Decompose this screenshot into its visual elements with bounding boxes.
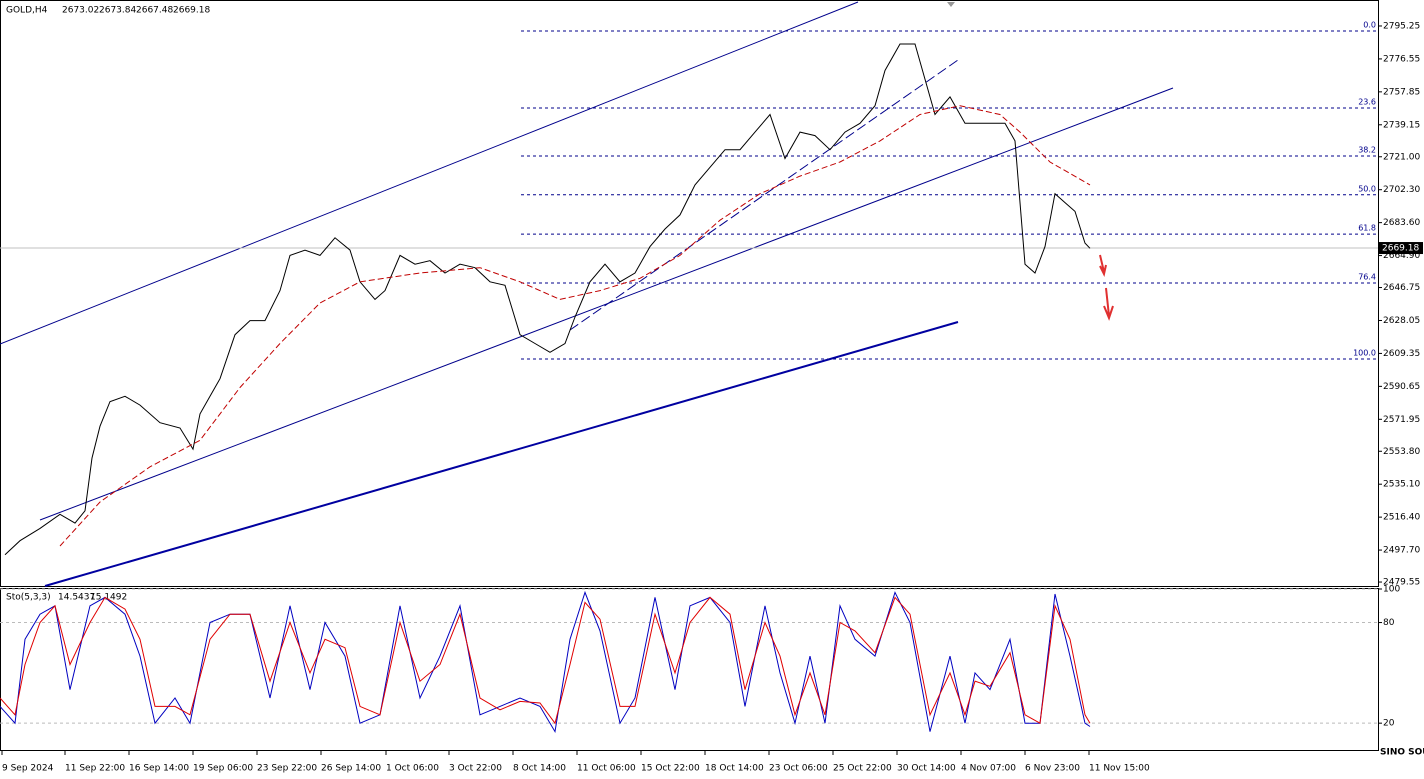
fib-label: 61.8	[1358, 224, 1376, 233]
x-tick-label: 11 Sep 22:00	[65, 764, 125, 774]
price-tag-label: 2669.18	[1382, 244, 1419, 254]
fib-label: 23.6	[1358, 97, 1376, 106]
x-tick-label: 11 Oct 06:00	[577, 764, 636, 774]
x-tick-label: 6 Nov 23:00	[1025, 764, 1080, 774]
y-tick-label: 100	[1383, 585, 1400, 595]
main-frame	[0, 0, 1379, 587]
symbol-title: GOLD,H4	[6, 6, 48, 16]
arrow	[1103, 287, 1114, 321]
series-line	[59, 105, 1091, 547]
marker	[947, 2, 955, 7]
x-tick-label: 25 Oct 22:00	[833, 764, 892, 774]
ohlc-value: 2673.02	[62, 6, 99, 16]
x-tick-label: 16 Sep 14:00	[129, 764, 189, 774]
series-line	[0, 596, 1091, 725]
y-tick-label: 20	[1383, 719, 1395, 729]
stoch-readout: 15.1492	[90, 593, 127, 603]
price-tag	[1379, 242, 1423, 255]
y-tick-label: 2702.30	[1383, 185, 1420, 195]
y-tick-label: 2497.70	[1383, 546, 1420, 556]
ohlc-value: 2669.18	[173, 6, 210, 16]
series-line	[4, 43, 1091, 556]
ohlc-value: 2673.84	[99, 6, 136, 16]
series-line	[0, 590, 1091, 734]
ohlc-value: 2667.48	[136, 6, 173, 16]
trend-line	[44, 321, 959, 587]
dashed-trend	[569, 59, 959, 331]
x-tick-label: 23 Oct 06:00	[769, 764, 828, 774]
fib-label: 38.2	[1358, 146, 1376, 155]
y-tick-label: 2609.35	[1383, 349, 1420, 359]
y-tick-label: 2571.95	[1383, 415, 1420, 425]
x-tick-label: 30 Oct 14:00	[897, 764, 956, 774]
stoch-title: Sto(5,3,3)	[6, 593, 51, 603]
arrow	[1099, 254, 1107, 277]
y-tick-label: 2590.65	[1383, 382, 1420, 392]
y-tick-label: 2479.55	[1383, 578, 1420, 588]
y-tick-label: 80	[1383, 618, 1395, 628]
fib-label: 50.0	[1358, 184, 1376, 193]
x-tick-label: 8 Oct 14:00	[513, 764, 566, 774]
x-tick-label: 26 Sep 14:00	[321, 764, 381, 774]
y-tick-label: 2664.90	[1383, 251, 1420, 261]
y-tick-label: 2776.55	[1383, 54, 1420, 64]
y-tick-label: 2553.80	[1383, 447, 1420, 457]
channel-line	[0, 1, 859, 345]
stoch-frame	[0, 588, 1379, 751]
y-tick-label: 2683.60	[1383, 218, 1420, 228]
y-tick-label: 2535.10	[1383, 480, 1420, 490]
x-tick-label: 1 Oct 06:00	[386, 764, 439, 774]
x-tick-label: 9 Sep 2024	[2, 764, 54, 774]
x-tick-label: 11 Nov 15:00	[1089, 764, 1150, 774]
y-tick-label: 2516.40	[1383, 513, 1420, 523]
x-tick-label: 15 Oct 22:00	[641, 764, 700, 774]
watermark: SINO SOUND	[1380, 748, 1424, 758]
y-tick-label: 2739.15	[1383, 120, 1420, 130]
x-tick-label: 23 Sep 22:00	[257, 764, 317, 774]
y-tick-label: 2646.75	[1383, 283, 1420, 293]
y-tick-label: 2795.25	[1383, 21, 1420, 31]
x-tick-label: 3 Oct 22:00	[449, 764, 502, 774]
fib-label: 0.0	[1363, 20, 1376, 29]
fib-label: 76.4	[1358, 273, 1376, 282]
x-tick-label: 18 Oct 14:00	[705, 764, 764, 774]
y-tick-label: 2757.85	[1383, 87, 1420, 97]
stoch-readout: 14.5437	[58, 593, 95, 603]
x-tick-label: 19 Sep 06:00	[193, 764, 253, 774]
x-tick-label: 4 Nov 07:00	[961, 764, 1016, 774]
y-tick-label: 2628.05	[1383, 316, 1420, 326]
y-tick-label: 2721.00	[1383, 152, 1420, 162]
fib-label: 100.0	[1353, 348, 1376, 357]
